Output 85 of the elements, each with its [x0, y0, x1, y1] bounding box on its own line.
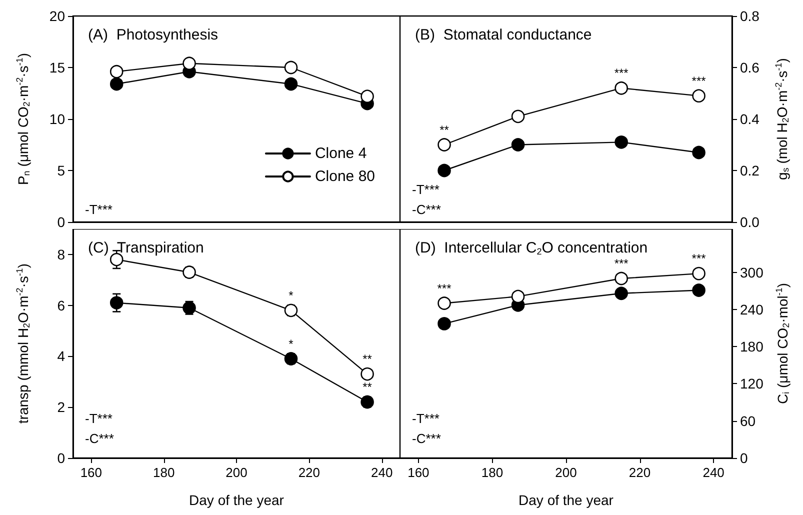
y-tick-label: 10	[49, 111, 66, 127]
x-tick-label: 180	[152, 465, 175, 480]
x-axis-title: Day of the year	[518, 492, 614, 508]
point	[360, 90, 374, 103]
x-tick-label: 200	[226, 465, 248, 480]
y-tick-label: 0.4	[740, 111, 760, 127]
point	[614, 272, 628, 286]
y-tick-label: 0	[57, 450, 66, 466]
x-tick-label: 240	[370, 465, 393, 480]
annotation: -C***	[85, 431, 114, 446]
annotation: ***	[437, 281, 452, 296]
y-tick-label: 0.8	[740, 8, 760, 24]
y-tick-label: 6	[57, 297, 66, 314]
annotation: *	[288, 288, 294, 302]
y-tick-label: 8	[57, 246, 66, 262]
point	[511, 290, 525, 304]
x-tick-label: 160	[408, 465, 430, 480]
point	[692, 146, 706, 160]
annotation: -T***	[412, 411, 440, 426]
annotation: ***	[692, 252, 706, 266]
y-tick-label: 15	[49, 60, 66, 76]
y-tick-label: 0.0	[740, 214, 760, 230]
annotation: -T***	[85, 411, 112, 426]
point	[614, 286, 628, 300]
x-axis-title: Day of the year	[189, 492, 284, 508]
annotation: ***	[614, 66, 629, 80]
y-tick-label: 5	[57, 162, 66, 178]
point	[438, 164, 451, 178]
point	[438, 296, 451, 310]
point	[110, 64, 124, 78]
x-tick-label: 240	[702, 465, 724, 480]
text: Pn (μmol CO2·m-2·s-1)	[14, 52, 32, 186]
text: (A) Photosynthesis	[88, 26, 218, 44]
point	[614, 81, 628, 95]
annotation: **	[362, 380, 372, 394]
x-tick-label: 220	[298, 465, 320, 480]
y-tick-label: 20	[49, 8, 66, 24]
point	[692, 266, 706, 280]
x-tick-label: 160	[80, 465, 102, 480]
y-tick-label: 0.2	[740, 162, 760, 178]
y-axis-title: transp (mmol H2O·m-2·s-1)	[14, 263, 32, 424]
text: (D) Intercellular C2O concentration	[415, 240, 648, 256]
y-tick-label: 180	[740, 338, 764, 355]
point	[614, 136, 628, 149]
legend-label: Clone 80	[314, 168, 376, 185]
y-tick-label: 300	[740, 264, 764, 280]
point	[438, 138, 451, 152]
x-tick-label: 200	[555, 465, 577, 480]
point	[511, 110, 525, 124]
point	[182, 56, 196, 70]
annotation: ***	[614, 256, 629, 271]
legend-label: Clone 4	[314, 145, 367, 162]
annotation: -T***	[85, 202, 112, 217]
y-tick-label: 0	[57, 214, 66, 230]
y-tick-label: 4	[57, 348, 66, 364]
y-tick-label: 2	[57, 399, 66, 416]
x-tick-label: 180	[481, 465, 504, 480]
point	[284, 77, 298, 91]
annotation: **	[440, 122, 450, 137]
y-axis-title: Ci (μmol CO2·mol-1)	[774, 282, 791, 404]
point	[692, 89, 706, 102]
point	[110, 77, 124, 91]
x-tick-label: 220	[628, 465, 651, 480]
annotation: *	[288, 336, 294, 351]
text: (B) Stomatal conductance	[415, 26, 592, 44]
text: gs (mol H2O·m-2·s-1)	[774, 58, 790, 180]
point	[284, 352, 298, 366]
annotation: -C***	[412, 431, 441, 446]
point	[438, 317, 451, 330]
point	[511, 138, 525, 152]
annotation: -T***	[412, 182, 440, 197]
y-tick-label: 120	[740, 376, 764, 392]
point	[692, 284, 706, 297]
annotation: **	[362, 352, 372, 366]
point	[182, 266, 196, 279]
point	[110, 296, 124, 310]
y-tick-label: 240	[740, 301, 764, 318]
annotation: ***	[692, 74, 706, 88]
y-tick-label: 60	[740, 412, 756, 429]
y-tick-label: 0.6	[740, 60, 760, 76]
point	[284, 60, 298, 74]
point	[360, 367, 374, 381]
text: (C) Transpiration	[88, 240, 204, 256]
y-tick-label: 0	[740, 450, 748, 466]
annotation: -C***	[412, 202, 441, 217]
